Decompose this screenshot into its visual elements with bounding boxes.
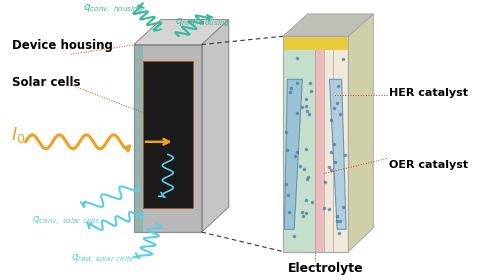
Point [327,118,335,123]
Point [302,104,310,109]
Point [321,205,328,210]
Text: $\mathit{I}_0$: $\mathit{I}_0$ [11,125,25,145]
Text: $q_{conv,\ housing}$: $q_{conv,\ housing}$ [84,2,144,15]
Point [286,90,294,95]
Point [327,150,335,154]
Point [321,179,329,184]
Text: HER catalyst: HER catalyst [389,88,468,98]
Point [327,168,335,172]
Point [341,152,348,157]
Point [304,108,312,113]
Point [334,101,341,106]
Text: Electrolyte: Electrolyte [288,262,364,275]
Polygon shape [329,79,346,229]
Point [331,142,338,147]
Point [331,160,339,164]
Point [290,234,298,239]
Polygon shape [348,14,373,251]
Polygon shape [134,45,143,232]
Polygon shape [202,20,229,232]
Polygon shape [284,79,302,229]
Point [296,163,304,168]
Point [306,80,314,85]
Point [287,86,294,90]
Polygon shape [283,14,373,36]
Text: $q_{rad,\ solar\ cells}$: $q_{rad,\ solar\ cells}$ [71,253,133,266]
Point [304,175,312,179]
Polygon shape [283,50,314,251]
Polygon shape [283,36,348,50]
Polygon shape [134,45,143,232]
Polygon shape [134,20,229,45]
Point [284,193,292,198]
Point [300,166,308,171]
Point [334,213,341,218]
Polygon shape [314,50,324,251]
Point [302,147,310,151]
Point [293,111,301,115]
Point [308,200,315,205]
Point [285,209,292,214]
Point [293,55,300,60]
Text: $q_{conv,\ solar\ cells}$: $q_{conv,\ solar\ cells}$ [32,214,100,228]
Polygon shape [283,36,348,251]
Polygon shape [143,61,192,209]
Point [301,198,309,203]
Polygon shape [324,50,348,251]
Text: Solar cells: Solar cells [12,76,81,88]
Point [293,150,301,155]
Point [336,231,343,236]
Point [339,56,347,61]
Point [305,112,313,116]
Point [283,148,291,153]
Point [325,207,333,211]
Point [302,97,310,101]
Point [282,130,289,134]
Point [303,177,311,182]
Point [334,219,341,223]
Point [299,105,306,109]
Point [302,211,310,216]
Point [300,214,307,219]
Point [334,84,341,88]
Polygon shape [134,45,202,232]
Point [336,112,344,116]
Point [339,204,347,209]
Point [291,154,299,158]
Text: Device housing: Device housing [12,39,113,52]
Point [282,182,290,186]
Point [330,106,337,110]
Text: OER catalyst: OER catalyst [389,160,468,171]
Text: $q_{rad,\ housing}$: $q_{rad,\ housing}$ [175,16,229,29]
Point [325,164,333,169]
Point [293,80,300,85]
Point [308,89,315,94]
Point [298,209,306,214]
Point [336,219,344,223]
